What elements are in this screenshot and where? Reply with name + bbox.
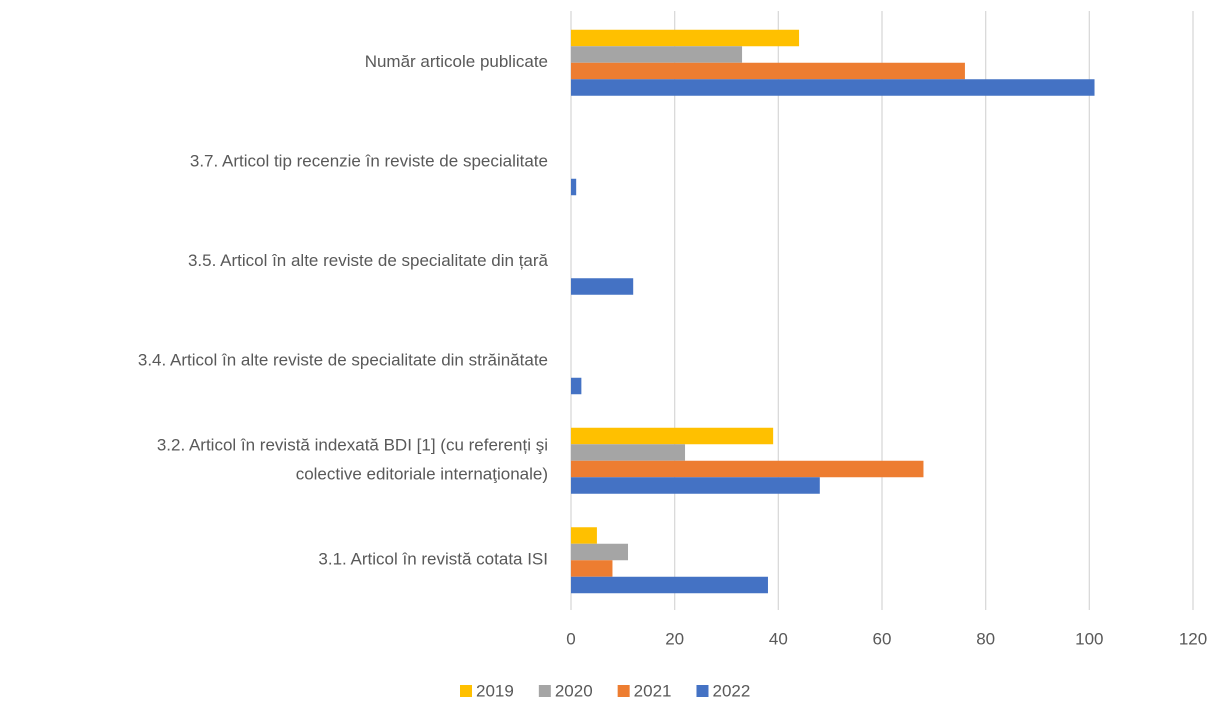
legend-swatch [617, 685, 630, 697]
x-tick-label: 0 [566, 629, 575, 648]
category-label: 3.1. Articol în revistă cotata ISI [318, 550, 548, 569]
category-label: Număr articole publicate [365, 52, 548, 71]
bar [571, 46, 743, 63]
x-tick-label: 100 [1075, 629, 1103, 648]
legend-swatch [696, 685, 709, 697]
bar [571, 29, 800, 47]
bar [571, 460, 924, 478]
category-label: 3.7. Articol tip recenzie în reviste de … [190, 152, 548, 171]
bar [571, 543, 629, 561]
legend-label: 2022 [712, 681, 750, 700]
legend-label: 2021 [634, 681, 672, 700]
bar [571, 560, 613, 577]
legend-swatch [460, 685, 472, 697]
legend-label: 2020 [555, 681, 593, 700]
x-tick-label: 80 [976, 629, 995, 648]
bar [571, 444, 686, 461]
bar [571, 377, 582, 395]
category-label: 3.4. Articol în alte reviste de speciali… [138, 351, 548, 370]
bar [571, 278, 634, 295]
x-tick-label: 20 [665, 629, 684, 648]
bar [571, 62, 965, 80]
category-label: 3.5. Articol în alte reviste de speciali… [188, 251, 549, 270]
bar [571, 576, 768, 594]
x-tick-label: 120 [1179, 629, 1207, 648]
category-label: 3.2. Articol în revistă indexată BDI [1]… [157, 436, 548, 484]
bar [571, 477, 820, 494]
bar [571, 79, 1095, 96]
x-tick-label: 60 [873, 629, 892, 648]
legend-swatch [538, 685, 551, 697]
bar [571, 427, 774, 445]
bar [571, 527, 597, 544]
x-tick-label: 40 [769, 629, 788, 648]
legend-label: 2019 [476, 681, 514, 700]
bar [571, 178, 577, 196]
